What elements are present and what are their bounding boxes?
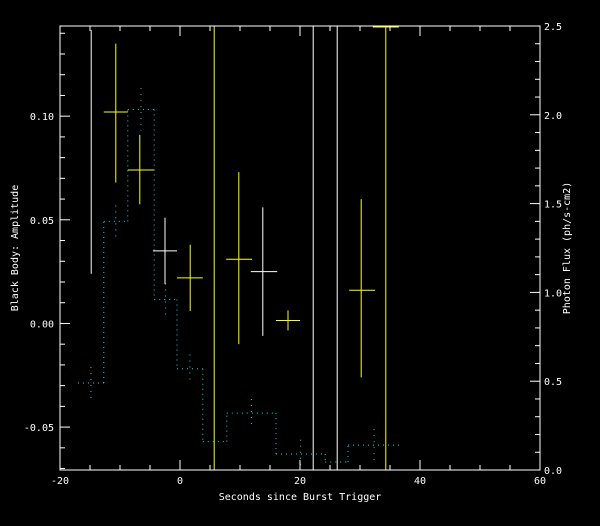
x-tick-label: 60	[534, 476, 546, 487]
y-right-tick-label: 0.0	[544, 466, 562, 477]
y-tick-label: -0.05	[24, 423, 54, 434]
y-right-tick-label: 1.0	[544, 288, 562, 299]
y-axis-label: Black Body: Amplitude	[10, 185, 21, 311]
y-tick-label: 0.05	[30, 216, 54, 227]
y-right-tick-label: 0.5	[544, 377, 562, 388]
y-right-tick-label: 1.5	[544, 200, 562, 211]
x-tick-label: 20	[294, 476, 306, 487]
y-right-tick-label: 2.5	[544, 22, 562, 33]
y-tick-label: 0.10	[30, 112, 54, 123]
y-right-tick-label: 2.0	[544, 111, 562, 122]
x-tick-label: 40	[414, 476, 426, 487]
x-tick-label: -20	[51, 476, 69, 487]
y-tick-label: 0.00	[30, 319, 54, 330]
x-tick-label: 0	[177, 476, 183, 487]
y-axis-right-label: Photon Flux (ph/s-cm2)	[562, 182, 573, 314]
x-axis-label: Seconds since Burst Trigger	[219, 492, 382, 503]
